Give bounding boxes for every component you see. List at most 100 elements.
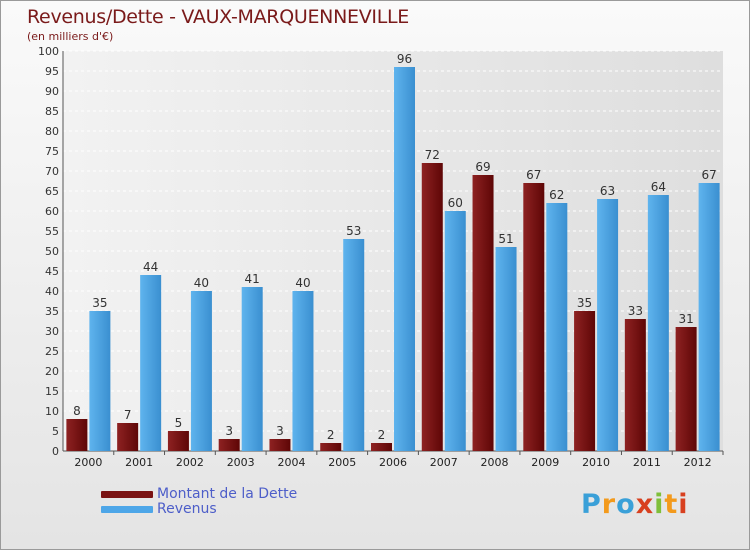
bar-revenue bbox=[394, 67, 415, 451]
bar-revenue bbox=[647, 195, 669, 451]
data-label-debt: 67 bbox=[526, 168, 541, 182]
y-tick-label: 45 bbox=[45, 265, 59, 278]
y-tick-label: 40 bbox=[45, 285, 59, 298]
data-label-debt: 3 bbox=[276, 424, 284, 438]
data-label-debt: 69 bbox=[475, 160, 490, 174]
legend-swatch-revenue bbox=[101, 506, 153, 513]
bar-revenue bbox=[597, 199, 619, 451]
data-label-revenue: 53 bbox=[346, 224, 361, 238]
data-label-debt: 31 bbox=[678, 312, 693, 326]
bar-revenue bbox=[241, 287, 263, 451]
data-label-debt: 3 bbox=[225, 424, 233, 438]
bar-revenue bbox=[444, 211, 466, 451]
y-tick-label: 30 bbox=[45, 325, 59, 338]
y-tick-label: 0 bbox=[52, 445, 59, 458]
y-tick-label: 15 bbox=[45, 385, 59, 398]
bar-debt bbox=[574, 311, 596, 451]
bar-debt bbox=[320, 443, 342, 451]
y-tick-label: 90 bbox=[45, 85, 59, 98]
logo-letter: o bbox=[616, 489, 636, 520]
x-tick-label: 2003 bbox=[227, 456, 255, 469]
x-tick-label: 2002 bbox=[176, 456, 204, 469]
x-tick-label: 2010 bbox=[582, 456, 610, 469]
legend-label-revenue: Revenus bbox=[157, 501, 217, 517]
data-label-revenue: 40 bbox=[295, 276, 310, 290]
data-label-debt: 5 bbox=[175, 416, 183, 430]
legend-swatch-debt bbox=[101, 491, 153, 498]
data-label-revenue: 40 bbox=[194, 276, 209, 290]
logo-letter: P bbox=[581, 489, 602, 520]
data-label-debt: 72 bbox=[425, 148, 440, 162]
y-tick-label: 60 bbox=[45, 205, 59, 218]
bar-revenue bbox=[140, 275, 162, 451]
bar-revenue bbox=[190, 291, 212, 451]
logo-letter: t bbox=[664, 489, 679, 520]
bar-debt bbox=[218, 439, 240, 451]
bar-debt bbox=[117, 423, 139, 451]
bar-revenue bbox=[89, 311, 111, 451]
legend-label-debt: Montant de la Dette bbox=[157, 486, 298, 502]
data-label-revenue: 35 bbox=[92, 296, 107, 310]
bar-debt bbox=[472, 175, 494, 451]
data-label-debt: 2 bbox=[327, 428, 335, 442]
x-tick-label: 2005 bbox=[328, 456, 356, 469]
y-tick-label: 75 bbox=[45, 145, 59, 158]
bar-revenue bbox=[495, 247, 517, 451]
y-tick-label: 25 bbox=[45, 345, 59, 358]
data-label-revenue: 96 bbox=[397, 52, 412, 66]
x-tick-label: 2000 bbox=[74, 456, 102, 469]
y-tick-label: 5 bbox=[52, 425, 59, 438]
x-tick-label: 2001 bbox=[125, 456, 153, 469]
bar-debt bbox=[675, 327, 697, 451]
bar-debt bbox=[371, 443, 392, 451]
y-tick-label: 35 bbox=[45, 305, 59, 318]
x-tick-label: 2012 bbox=[684, 456, 712, 469]
y-tick-label: 85 bbox=[45, 105, 59, 118]
y-tick-label: 95 bbox=[45, 65, 59, 78]
data-label-debt: 35 bbox=[577, 296, 592, 310]
data-label-debt: 33 bbox=[628, 304, 643, 318]
data-label-revenue: 63 bbox=[600, 184, 615, 198]
y-tick-label: 20 bbox=[45, 365, 59, 378]
bar-debt bbox=[269, 439, 291, 451]
y-tick-label: 70 bbox=[45, 165, 59, 178]
data-label-debt: 8 bbox=[73, 404, 81, 418]
logo-letter: x bbox=[635, 489, 655, 520]
proxiti-logo: Proxiti bbox=[581, 489, 689, 520]
bar-revenue bbox=[292, 291, 314, 451]
data-label-revenue: 60 bbox=[448, 196, 463, 210]
bar-debt bbox=[66, 419, 88, 451]
bar-debt bbox=[421, 163, 443, 451]
chart-title: Revenus/Dette - VAUX-MARQUENNEVILLE bbox=[27, 6, 409, 28]
y-tick-label: 65 bbox=[45, 185, 59, 198]
y-tick-label: 100 bbox=[38, 45, 59, 58]
y-tick-label: 50 bbox=[45, 245, 59, 258]
y-tick-label: 10 bbox=[45, 405, 59, 418]
x-tick-label: 2006 bbox=[379, 456, 407, 469]
data-label-revenue: 44 bbox=[143, 260, 158, 274]
bar-debt bbox=[523, 183, 545, 451]
data-label-revenue: 51 bbox=[498, 232, 513, 246]
bar-revenue bbox=[546, 203, 568, 451]
data-label-revenue: 67 bbox=[701, 168, 716, 182]
bar-debt bbox=[624, 319, 646, 451]
logo-letter: r bbox=[601, 489, 617, 520]
data-label-revenue: 62 bbox=[549, 188, 564, 202]
data-label-debt: 7 bbox=[124, 408, 132, 422]
logo-letter: i bbox=[678, 489, 689, 520]
x-tick-label: 2008 bbox=[481, 456, 509, 469]
x-tick-label: 2011 bbox=[633, 456, 661, 469]
bar-debt bbox=[167, 431, 189, 451]
x-tick-label: 2004 bbox=[277, 456, 305, 469]
data-label-revenue: 41 bbox=[245, 272, 260, 286]
data-label-revenue: 64 bbox=[651, 180, 666, 194]
logo-letter: i bbox=[654, 489, 665, 520]
x-tick-label: 2009 bbox=[531, 456, 559, 469]
y-tick-label: 80 bbox=[45, 125, 59, 138]
chart-subtitle: (en milliers d'€) bbox=[27, 30, 114, 43]
bar-revenue bbox=[343, 239, 365, 451]
y-tick-label: 55 bbox=[45, 225, 59, 238]
x-tick-label: 2007 bbox=[430, 456, 458, 469]
